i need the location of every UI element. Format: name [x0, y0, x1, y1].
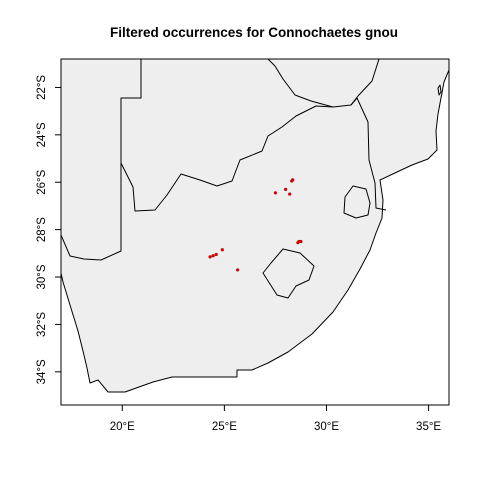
- occurrence-point: [208, 255, 212, 259]
- x-axis: 20°E 25°E 30°E 35°E: [110, 404, 441, 433]
- occurrence-point: [299, 239, 303, 244]
- y-tick-label: 32°S: [36, 312, 48, 337]
- country-borders: [61, 59, 442, 299]
- y-tick-label: 30°S: [36, 264, 48, 289]
- occurrence-point: [220, 248, 224, 252]
- y-tick-label: 22°S: [36, 75, 48, 100]
- land-area: [61, 59, 449, 393]
- occurrence-points: [208, 178, 303, 272]
- x-tick-label: 20°E: [110, 421, 135, 433]
- occurrence-point: [284, 187, 288, 191]
- chart-title: Filtered occurrences for Connochaetes gn…: [110, 25, 398, 40]
- y-tick-label: 34°S: [36, 359, 48, 384]
- occurrence-point: [290, 179, 294, 183]
- y-tick-label: 28°S: [36, 217, 48, 242]
- y-tick-label: 26°S: [36, 169, 48, 194]
- occurrence-point: [296, 241, 300, 245]
- y-axis: 22°S 24°S 26°S 28°S 30°S 32°S 34°S: [36, 75, 62, 384]
- occurrence-point: [288, 192, 292, 196]
- y-tick-label: 24°S: [36, 122, 48, 147]
- occurrence-point: [236, 268, 240, 272]
- occurrence-point: [211, 254, 215, 258]
- occurrence-point: [273, 191, 278, 195]
- x-tick-label: 25°E: [212, 421, 237, 433]
- x-tick-label: 35°E: [416, 421, 441, 433]
- x-tick-label: 30°E: [314, 421, 339, 433]
- occurrence-point: [214, 252, 218, 257]
